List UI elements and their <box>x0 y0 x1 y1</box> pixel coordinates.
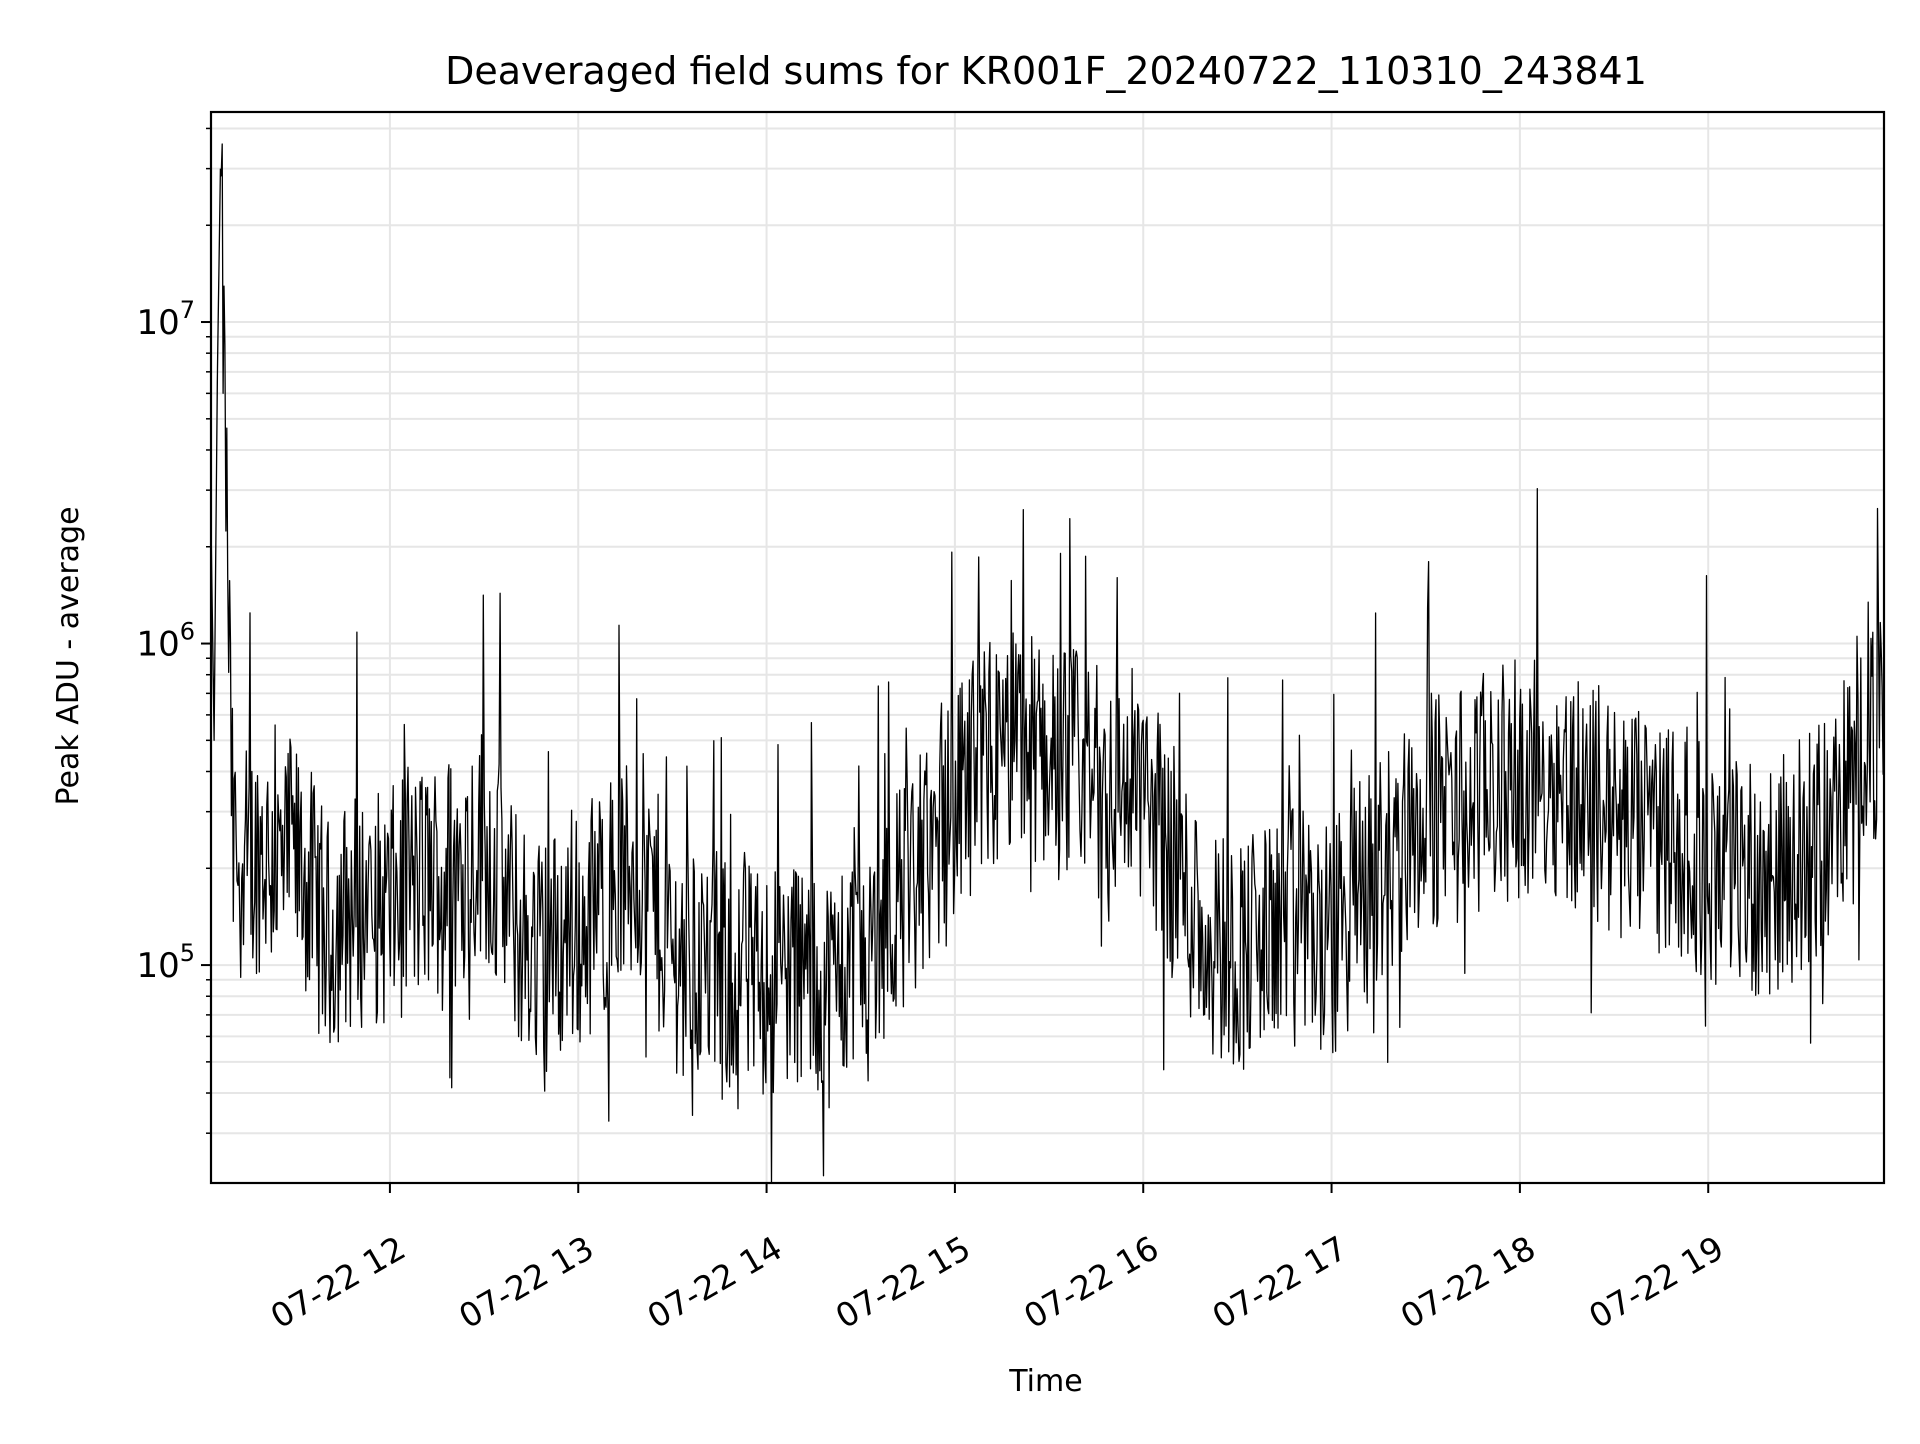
data-series-line <box>210 143 1885 1184</box>
plot-frame <box>209 110 1886 1185</box>
series-layer <box>210 143 1885 1184</box>
x-axis-label: Time <box>1008 1364 1082 1399</box>
chart-title: Deaveraged field sums for KR001F_2024072… <box>445 49 1647 93</box>
y-tick-label: 107 <box>136 296 195 343</box>
y-tick-label: 105 <box>136 939 195 986</box>
axes-layer <box>209 110 1886 1185</box>
y-axis-label: Peak ADU - average <box>51 506 86 805</box>
y-tick-label: 106 <box>136 618 195 665</box>
